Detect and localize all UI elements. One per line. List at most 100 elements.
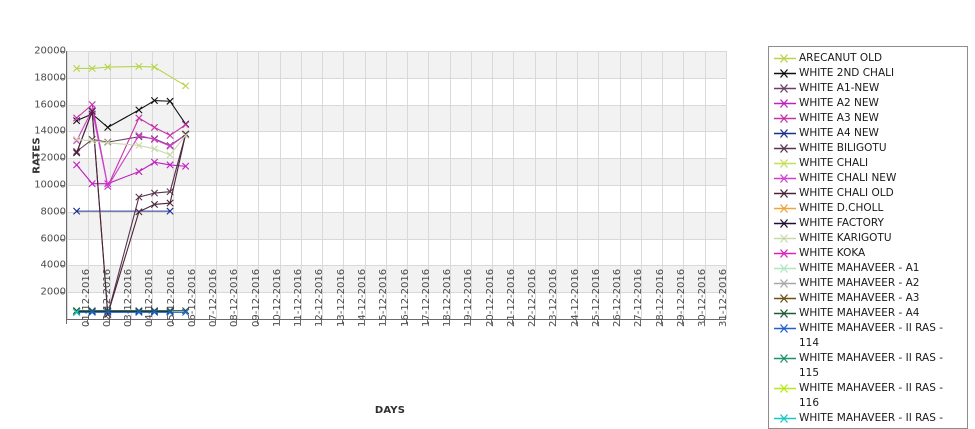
vertical-gridline [67, 51, 68, 319]
y-axis-tick-label: 6000 [40, 233, 66, 245]
data-point-marker [166, 151, 174, 159]
data-point-marker [88, 64, 96, 73]
vertical-gridline [258, 51, 260, 319]
legend-marker-icon [773, 381, 797, 396]
legend-item-label: WHITE 2ND CHALI [799, 67, 895, 79]
data-point-marker [88, 137, 96, 145]
series-layer [73, 62, 190, 318]
legend-item[interactable]: WHITE MAHAVEER - A1 [769, 261, 967, 276]
legend-item[interactable]: WHITE MAHAVEER - II RAS - 115 [769, 351, 967, 381]
vertical-gridline [215, 51, 217, 319]
legend-item[interactable]: WHITE MAHAVEER - A3 [769, 291, 967, 306]
x-axis-tick-mark [491, 320, 493, 324]
legend-item[interactable]: WHITE MAHAVEER - II RAS - 116 [769, 381, 967, 411]
legend-item-label: WHITE D.CHOLL [799, 202, 884, 214]
legend-item[interactable]: WHITE CHALI [769, 156, 967, 171]
x-axis-tick-label: 08-12-2016 [229, 268, 241, 327]
x-axis-tick-mark [299, 320, 301, 324]
x-axis-tick-label: 05-12-2016 [165, 268, 177, 327]
legend-item[interactable]: WHITE 2ND CHALI [769, 66, 967, 81]
x-axis-tick-label: 04-12-2016 [144, 268, 156, 327]
y-axis-tick-label: 2000 [40, 286, 66, 298]
data-point-marker [150, 189, 159, 197]
legend-item-label: WHITE MAHAVEER - II RAS - 117 [799, 412, 943, 428]
legend-item[interactable]: WHITE MAHAVEER - II RAS - 114 [769, 321, 967, 351]
x-axis-tick-label: 27-12-2016 [633, 268, 645, 327]
vertical-gridline [152, 51, 154, 319]
legend-item[interactable]: WHITE MAHAVEER - II RAS - 117 [769, 411, 967, 428]
legend-marker-icon [773, 351, 797, 366]
data-point-marker [182, 131, 190, 140]
data-point-marker [166, 308, 174, 316]
vertical-gridline [726, 51, 727, 319]
x-axis-tick-mark [576, 320, 578, 324]
y-axis-tick-label: 18000 [34, 72, 66, 84]
legend-item-label: WHITE MAHAVEER - A4 [799, 307, 920, 319]
data-point-marker [73, 135, 81, 144]
legend-item[interactable]: WHITE BILIGOTU [769, 141, 967, 156]
vertical-gridline [704, 51, 706, 319]
series-white-a2-new [73, 158, 190, 188]
x-axis-tick-mark [597, 320, 599, 324]
legend-item[interactable]: WHITE A3 NEW [769, 111, 967, 126]
horizontal-gridline [67, 211, 726, 213]
horizontal-gridline [67, 131, 726, 133]
vertical-gridline [300, 51, 302, 319]
legend-item-label: WHITE A1-NEW [799, 82, 880, 94]
legend-item[interactable]: ARECANUT OLD [769, 51, 967, 66]
x-axis-tick-label: 19-12-2016 [463, 268, 475, 327]
legend-item[interactable]: WHITE KARIGOTU [769, 231, 967, 246]
legend-marker-icon [773, 51, 797, 66]
legend-item[interactable]: WHITE A1-NEW [769, 81, 967, 96]
x-axis-tick-mark [384, 320, 386, 324]
legend-item[interactable]: WHITE D.CHOLL [769, 201, 967, 216]
legend-item-label: WHITE MAHAVEER - II RAS - 114 [799, 322, 943, 349]
data-point-marker [182, 121, 190, 129]
legend-marker-icon [773, 261, 797, 276]
x-axis-tick-mark [661, 320, 663, 324]
legend-item-label: WHITE CHALI NEW [799, 172, 897, 184]
y-axis-tick-mark [60, 131, 65, 133]
x-axis-tick-mark [639, 320, 641, 324]
data-point-marker [135, 168, 143, 176]
data-point-marker [88, 106, 96, 114]
legend-marker-icon [773, 126, 797, 141]
vertical-gridline [237, 51, 239, 319]
chart-legend[interactable]: ARECANUT OLD WHITE 2ND CHALI WHITE A1-NEW W… [768, 46, 968, 429]
legend-item-label: WHITE A4 NEW [799, 127, 879, 139]
vertical-gridline [385, 51, 387, 319]
vertical-gridline [683, 51, 685, 319]
data-point-marker [135, 308, 143, 316]
legend-item[interactable]: WHITE CHALI OLD [769, 186, 967, 201]
horizontal-gridline [67, 104, 726, 106]
grid-band [67, 211, 726, 239]
legend-marker-icon [773, 96, 797, 111]
data-point-marker [73, 137, 81, 145]
legend-item[interactable]: WHITE A2 NEW [769, 96, 967, 111]
data-point-marker [88, 307, 96, 316]
legend-item-label: WHITE A2 NEW [799, 97, 879, 109]
y-axis-tick-label: 8000 [40, 206, 66, 218]
data-point-marker [166, 199, 174, 207]
legend-item[interactable]: WHITE KOKA [769, 246, 967, 261]
legend-marker-icon [773, 291, 797, 306]
legend-item[interactable]: WHITE A4 NEW [769, 126, 967, 141]
legend-item-label: WHITE MAHAVEER - A1 [799, 262, 920, 274]
y-axis-tick-mark [60, 158, 65, 160]
vertical-gridline [407, 51, 409, 319]
vertical-gridline [449, 51, 451, 319]
legend-item[interactable]: WHITE MAHAVEER - A4 [769, 306, 967, 321]
x-axis-tick-label: 06-12-2016 [186, 268, 198, 327]
data-point-marker [135, 208, 143, 216]
horizontal-gridline [67, 238, 726, 240]
horizontal-gridline [67, 265, 726, 267]
legend-item[interactable]: WHITE CHALI NEW [769, 171, 967, 186]
y-axis-tick-mark [60, 51, 65, 52]
y-axis-tick-mark [60, 77, 65, 79]
x-axis-tick-label: 21-12-2016 [505, 268, 517, 327]
legend-item[interactable]: WHITE FACTORY [769, 216, 967, 231]
legend-item[interactable]: WHITE MAHAVEER - A2 [769, 276, 967, 291]
x-axis-tick-label: 11-12-2016 [293, 268, 305, 327]
vertical-gridline [88, 51, 90, 319]
horizontal-gridline [67, 77, 726, 79]
